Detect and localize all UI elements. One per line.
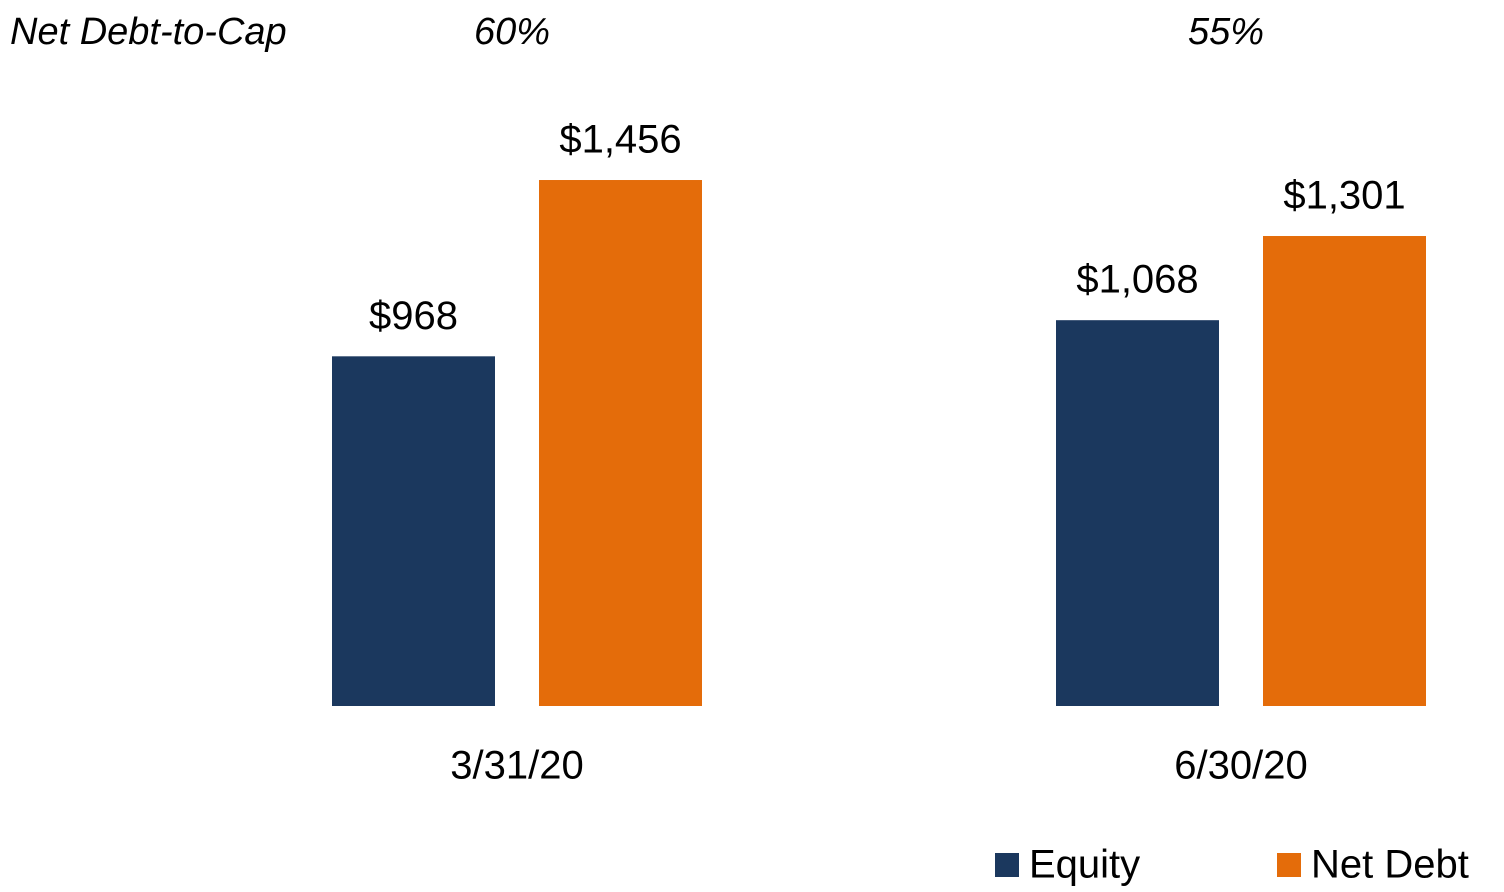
data-label: $968 [369, 294, 458, 338]
legend-label: Net Debt [1311, 843, 1469, 887]
x-tick-label: 3/31/20 [450, 744, 583, 788]
bar [1056, 320, 1219, 706]
legend-swatch [1277, 853, 1301, 877]
legend-swatch [995, 853, 1019, 877]
bar [1263, 236, 1426, 707]
bar [539, 180, 702, 706]
x-tick-label: 6/30/20 [1174, 744, 1307, 788]
annotation-label: Net Debt-to-Cap [10, 11, 287, 53]
data-label: $1,456 [559, 118, 681, 162]
legend-label: Equity [1029, 843, 1140, 887]
data-label: $1,068 [1076, 258, 1198, 302]
annotation-value: 55% [1188, 11, 1264, 53]
annotation-value: 60% [474, 11, 550, 53]
data-label: $1,301 [1283, 174, 1405, 218]
bar [332, 356, 495, 706]
